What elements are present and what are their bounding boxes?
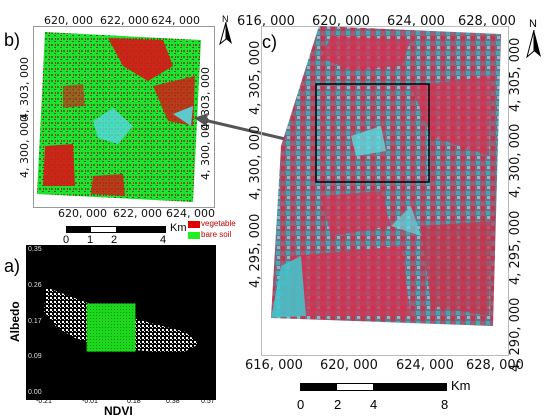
scale-label: 4 — [370, 397, 378, 412]
scale-label: 0 — [297, 397, 305, 412]
panel-c-y-tick-right: 4, 300, 000 — [508, 123, 523, 198]
panel-c-false-color-image — [271, 26, 501, 326]
panel-b-y-tick: 4, 303, 000 — [18, 57, 31, 120]
panel-c-x-tick-bottom: 628, 000 — [466, 358, 524, 373]
panel-b-frame — [33, 26, 215, 208]
panel-c-x-tick: 628, 000 — [458, 14, 516, 29]
scale-unit: Km — [170, 222, 187, 234]
scale-label: 4 — [160, 234, 167, 246]
panel-c-x-tick: 620, 000 — [312, 14, 370, 29]
scale-label: 1 — [87, 234, 94, 246]
scatter-y-label: Albedo — [8, 301, 22, 342]
legend-label-vegetable: vegetable — [201, 219, 236, 228]
panel-c-y-tick-right: 4, 295, 000 — [508, 210, 523, 285]
panel-b-x-tick-bottom: 622, 000 — [113, 207, 162, 220]
panel-c-x-tick-bottom: 616, 000 — [245, 358, 303, 373]
scatter-x-tick: -0.01 — [82, 398, 98, 405]
scale-unit: Km — [451, 378, 471, 393]
panel-c-frame — [261, 26, 509, 356]
scatter-x-tick: 0.18 — [127, 398, 141, 405]
scale-label: 2 — [334, 397, 342, 412]
scatter-y-tick: 0.09 — [28, 353, 42, 360]
legend-swatch-bare-soil — [188, 232, 200, 239]
panel-label-b: b) — [4, 30, 21, 50]
scatter-plot — [44, 287, 200, 352]
panel-c-x-tick: 616, 000 — [237, 14, 295, 29]
scatter-y-tick: 0.35 — [28, 246, 42, 253]
scatter-y-tick: 0.00 — [28, 389, 42, 396]
legend-label-bare-soil: bare soil — [201, 230, 232, 239]
panel-b-x-tick: 622, 000 — [100, 14, 149, 27]
scale-label: 0 — [63, 234, 70, 246]
panel-b-classification-map — [37, 32, 201, 202]
scatter-x-tick: -0.21 — [36, 398, 52, 405]
panel-label-a: a) — [4, 256, 21, 276]
panel-b-x-tick-bottom: 620, 000 — [58, 207, 107, 220]
scale-label: 8 — [441, 397, 449, 412]
panel-c-x-tick: 624, 000 — [387, 14, 445, 29]
north-arrow-icon — [219, 22, 232, 46]
legend-swatch-vegetable — [188, 221, 200, 228]
scatter-x-tick: 0.57 — [201, 398, 215, 405]
panel-c-x-tick-bottom: 624, 000 — [396, 358, 454, 373]
panel-b-y-tick: 4, 300, 000 — [18, 115, 31, 178]
north-arrow-icon — [526, 30, 541, 59]
panel-c-scale-bar — [300, 383, 447, 391]
north-label: N — [529, 18, 537, 30]
panel-c-y-tick-right: 4, 305, 000 — [508, 37, 523, 112]
scale-label: 2 — [111, 234, 118, 246]
scatter-x-tick: 0.38 — [166, 398, 180, 405]
panel-c-y-tick-right: 4, 290, 000 — [508, 297, 523, 372]
scatter-y-tick: 0.17 — [28, 318, 42, 325]
panel-b-scale-bar — [66, 226, 166, 233]
panel-b-x-tick: 624, 000 — [151, 14, 200, 27]
panel-b-x-tick: 620, 000 — [44, 14, 93, 27]
scatter-series-highlight — [86, 303, 136, 352]
panel-c-x-tick-bottom: 620, 000 — [320, 358, 378, 373]
panel-label-c: c) — [262, 32, 277, 52]
zoom-extent-box — [315, 83, 430, 183]
scatter-y-tick: 0.26 — [28, 282, 42, 289]
panel-b-x-tick-bottom: 624, 000 — [166, 207, 215, 220]
north-label: N — [222, 14, 229, 24]
scatter-x-label: NDVI — [104, 404, 133, 418]
